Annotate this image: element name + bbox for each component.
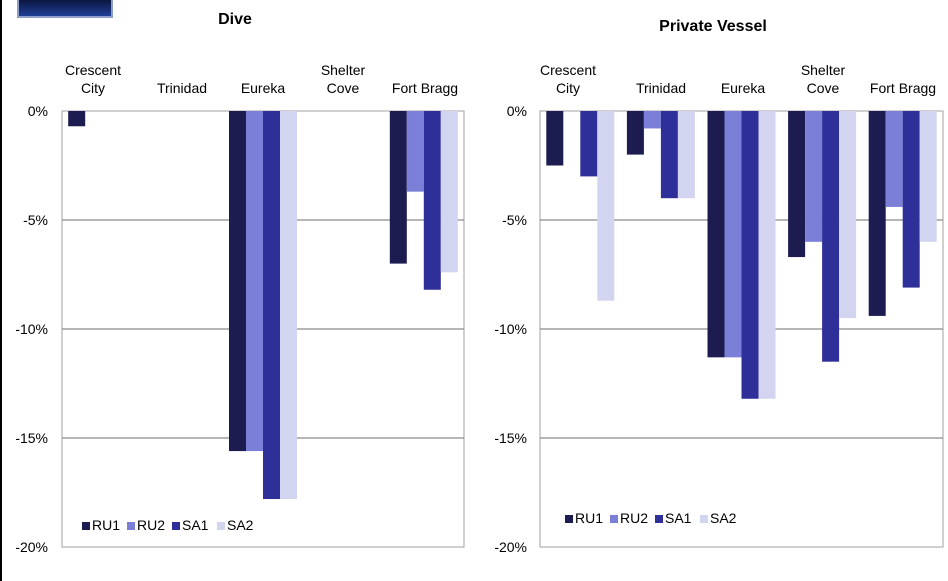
chart1-bar-ru2 bbox=[805, 111, 823, 242]
chart1-category-label: Fort Bragg bbox=[870, 80, 936, 96]
chart1-legend-label-ru2: RU2 bbox=[620, 510, 648, 526]
chart0-category-label: City bbox=[81, 80, 105, 96]
chart0-ytick-label: 0% bbox=[28, 103, 48, 119]
chart0-title: Dive bbox=[218, 11, 252, 28]
chart1-bar-ru1 bbox=[707, 111, 725, 358]
chart0-legend-label-sa2: SA2 bbox=[227, 517, 254, 533]
chart1-legend-swatch-ru2 bbox=[610, 515, 618, 523]
chart1-bar-sa2 bbox=[839, 111, 857, 319]
chart0-category-label: Shelter bbox=[321, 62, 366, 78]
chart0-bar-sa1 bbox=[263, 111, 280, 500]
chart1-legend-swatch-sa2 bbox=[700, 515, 708, 523]
chart0-category-label: Cove bbox=[327, 80, 360, 96]
chart1-bar-ru1 bbox=[626, 111, 644, 155]
chart0-legend-swatch-ru1 bbox=[82, 522, 90, 530]
chart0-legend-label-ru1: RU1 bbox=[92, 517, 120, 533]
chart0-bar-sa1 bbox=[423, 111, 441, 290]
chart1-category-label: Trinidad bbox=[636, 80, 686, 96]
chart1-bar-sa2 bbox=[758, 111, 776, 399]
chart0-legend-label-ru2: RU2 bbox=[137, 517, 165, 533]
chart1-category-label: Cove bbox=[807, 80, 840, 96]
chart0-bar-ru1 bbox=[68, 111, 86, 127]
chart1-bar-sa1 bbox=[580, 111, 598, 177]
chart0-ytick-label: -20% bbox=[15, 539, 48, 555]
chart1-bar-sa2 bbox=[597, 111, 615, 301]
chart0-bar-ru1 bbox=[229, 111, 246, 452]
chart1-ytick-label: 0% bbox=[507, 103, 527, 119]
chart1-legend-swatch-sa1 bbox=[655, 515, 663, 523]
chart1-category-label: Crescent bbox=[540, 62, 596, 78]
chart0-bar-sa2 bbox=[440, 111, 458, 273]
chart1-ytick-label: -20% bbox=[494, 539, 527, 555]
chart0-bar-ru2 bbox=[246, 111, 263, 452]
chart1-title: Private Vessel bbox=[659, 18, 767, 35]
chart0-ytick-label: -15% bbox=[15, 430, 48, 446]
chart1-legend-label-sa1: SA1 bbox=[665, 510, 692, 526]
chart0-bar-ru1 bbox=[389, 111, 407, 264]
chart0-category-label: Eureka bbox=[241, 80, 286, 96]
chart1-bar-ru2 bbox=[643, 111, 661, 129]
chart1-bar-ru2 bbox=[885, 111, 903, 207]
chart1-category-label: Shelter bbox=[801, 62, 846, 78]
chart1-bar-sa1 bbox=[822, 111, 840, 362]
chart1-bar-ru1 bbox=[868, 111, 886, 316]
chart0-legend-label-sa1: SA1 bbox=[182, 517, 209, 533]
chart1-category-label: Eureka bbox=[721, 80, 766, 96]
chart0-category-label: Trinidad bbox=[157, 80, 207, 96]
chart0-legend-swatch-sa1 bbox=[172, 522, 180, 530]
chart1-bar-ru1 bbox=[788, 111, 806, 258]
chart1-bar-sa1 bbox=[660, 111, 678, 199]
chart0-legend-swatch-ru2 bbox=[127, 522, 135, 530]
chart0-bar-sa2 bbox=[280, 111, 297, 500]
chart1-ytick-label: -15% bbox=[494, 430, 527, 446]
chart0-bar-ru2 bbox=[406, 111, 424, 192]
logo bbox=[17, 0, 113, 18]
chart1-bar-sa2 bbox=[677, 111, 695, 199]
chart1-ytick-label: -5% bbox=[502, 212, 527, 228]
chart1-bar-ru1 bbox=[546, 111, 564, 166]
chart0-ytick-label: -10% bbox=[15, 321, 48, 337]
chart1-legend-label-ru1: RU1 bbox=[575, 510, 603, 526]
chart1-bar-sa2 bbox=[919, 111, 937, 242]
chart0-legend-swatch-sa2 bbox=[217, 522, 225, 530]
chart1-bar-ru2 bbox=[724, 111, 742, 358]
chart0-category-label: Crescent bbox=[65, 62, 121, 78]
chart1-legend-swatch-ru1 bbox=[565, 515, 573, 523]
chart1-category-label: City bbox=[556, 80, 580, 96]
chart1-legend-label-sa2: SA2 bbox=[710, 510, 737, 526]
chart0-category-label: Fort Bragg bbox=[392, 80, 458, 96]
chart1-ytick-label: -10% bbox=[494, 321, 527, 337]
chart1-bar-sa1 bbox=[741, 111, 759, 399]
page-edge-rule bbox=[0, 0, 2, 581]
chart1-bar-sa1 bbox=[902, 111, 920, 288]
chart0-ytick-label: -5% bbox=[23, 212, 48, 228]
